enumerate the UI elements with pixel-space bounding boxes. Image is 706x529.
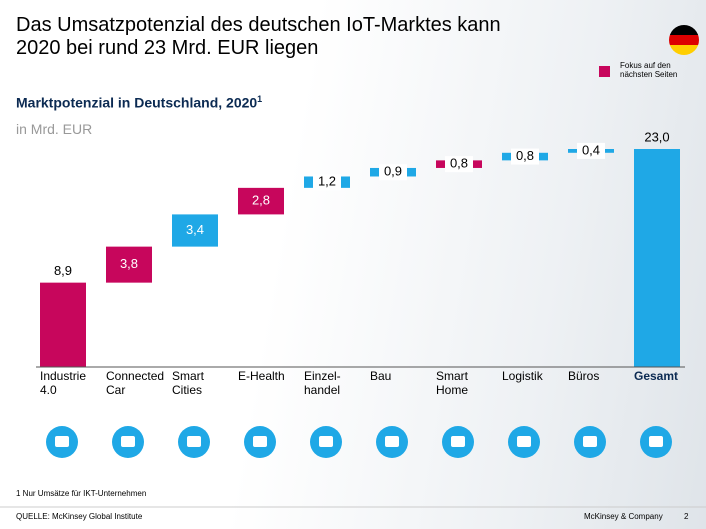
value-label: 0,8 (450, 156, 468, 171)
category-icon-glyph (121, 436, 135, 447)
subtitle: Marktpotenzial in Deutschland, 20201 (16, 94, 262, 111)
value-label: 1,2 (318, 174, 336, 189)
category-icon-glyph (517, 436, 531, 447)
category-icon-glyph (187, 436, 201, 447)
value-label: 23,0 (644, 129, 669, 144)
x-tick-label: Smart Home (436, 369, 469, 397)
value-label: 0,8 (516, 148, 534, 163)
category-icon-glyph (253, 436, 267, 447)
bar (172, 214, 218, 247)
value-label-bg (379, 164, 407, 181)
category-icon-glyph (319, 436, 333, 447)
bar (238, 187, 284, 215)
value-label-bg (577, 142, 605, 159)
subtitle-text: Marktpotenzial in Deutschland, 2020 (16, 94, 258, 111)
x-tick-label: Büros (568, 369, 600, 383)
value-label: 0,4 (582, 142, 600, 157)
footnote: 1 Nur Umsätze für IKT-Unternehmen (16, 489, 147, 498)
company: McKinsey & Company (584, 512, 663, 521)
x-tick-label: Connected Car (106, 369, 165, 397)
value-label: 2,8 (252, 193, 270, 208)
value-label-bg (313, 174, 341, 191)
category-icon-glyph (451, 436, 465, 447)
x-tick-label: Gesamt (634, 369, 679, 383)
category-icon-glyph (385, 436, 399, 447)
flag (669, 25, 699, 55)
value-label-bg (511, 148, 539, 165)
x-tick-label: Smart Cities (172, 369, 205, 397)
legend-label: Fokus auf den nächsten Seiten (620, 61, 678, 80)
bar (106, 246, 152, 283)
x-tick-label: Bau (370, 369, 392, 383)
page-number: 2 (684, 512, 689, 521)
x-tick-label: Industrie 4.0 (40, 369, 87, 397)
category-icon-glyph (583, 436, 597, 447)
footnote-mark: 1 (257, 94, 263, 104)
value-label: 0,9 (384, 164, 402, 179)
x-tick-label: Logistik (502, 369, 543, 383)
category-icon-glyph (55, 436, 69, 447)
title: Das Umsatzpotenzial des deutschen IoT-Ma… (16, 14, 501, 59)
bar (40, 282, 86, 367)
x-tick-label: E-Health (238, 369, 285, 383)
legend-swatch (599, 66, 610, 77)
source: QUELLE: McKinsey Global Institute (16, 512, 143, 521)
category-icon-glyph (649, 436, 663, 447)
value-label: 3,8 (120, 256, 138, 271)
value-label: 3,4 (186, 222, 204, 237)
bar (634, 149, 680, 367)
unit-label: in Mrd. EUR (16, 121, 93, 137)
value-label-bg (445, 156, 473, 173)
x-tick-label: Einzel- handel (304, 369, 341, 397)
value-label: 8,9 (54, 263, 72, 278)
